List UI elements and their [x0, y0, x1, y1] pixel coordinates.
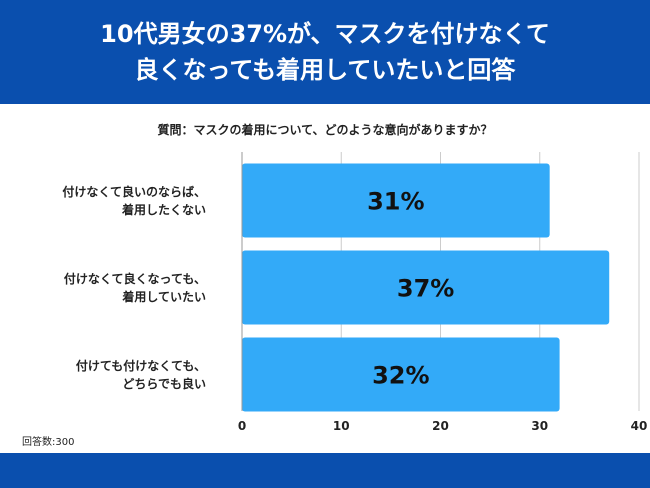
category-label-line: 付けなくて良くなっても、	[63, 271, 206, 286]
category-label-line: どちらでも良い	[122, 376, 206, 391]
x-tick-label: 0	[238, 419, 246, 433]
x-tick-label: 10	[333, 419, 350, 433]
bar	[242, 337, 560, 412]
x-tick-label: 40	[631, 419, 648, 433]
title-line-2: 良くなっても着用していたいと回答	[134, 56, 516, 84]
survey-question: 質問：マスクの着用について、どのような意向がありますか？	[157, 123, 493, 137]
bar-value-label: 31%	[367, 188, 424, 216]
title-line-1: 10代男女の37%が、マスクを付けなくて	[100, 20, 550, 48]
bar-value-label: 37%	[397, 275, 454, 303]
category-label-line: 付けても付けなくても、	[75, 358, 206, 373]
category-label-line: 着用していたい	[122, 289, 206, 304]
category-label: 付けなくて良いのならば、着用したくない	[6, 183, 206, 219]
response-count-note: 回答数:300	[22, 437, 75, 448]
title-banner: 10代男女の37%が、マスクを付けなくて 良くなっても着用していたいと回答	[0, 0, 650, 104]
category-label: 付けなくて良くなっても、着用していたい	[6, 270, 206, 306]
category-label-line: 着用したくない	[121, 202, 206, 217]
bar-value-label: 32%	[372, 362, 429, 390]
x-tick-label: 30	[531, 419, 548, 433]
bar	[242, 163, 550, 238]
bar	[242, 250, 610, 325]
x-tick-label: 20	[432, 419, 449, 433]
category-label: 付けても付けなくても、どちらでも良い	[6, 357, 206, 393]
category-label-line: 付けなくて良いのならば、	[62, 184, 206, 199]
footer-banner	[0, 453, 650, 488]
